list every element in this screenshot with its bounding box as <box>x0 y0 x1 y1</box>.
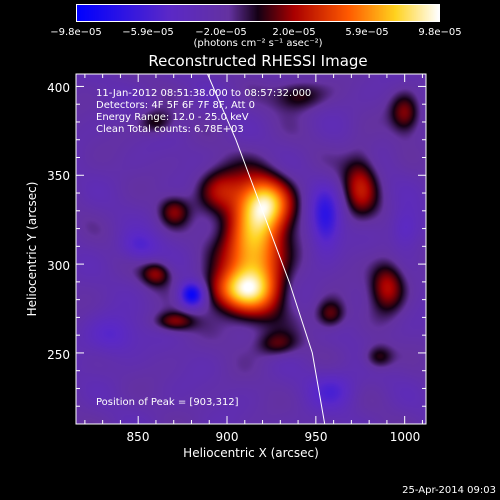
y-tick-label: 250 <box>47 348 70 362</box>
x-tick-label: 850 <box>126 430 150 444</box>
colorbar-tick: −9.8e−05 <box>50 27 102 38</box>
annotation-detectors: Detectors: 4F 5F 6F 7F 8F, Att 0 <box>96 100 256 111</box>
y-tick-label: 300 <box>47 259 70 273</box>
annotation-peak-position: Position of Peak = [903,312] <box>96 397 239 408</box>
colorbar-tick: −5.9e−05 <box>122 27 174 38</box>
colorbar <box>76 4 440 22</box>
colorbar-tick: 9.8e−05 <box>418 27 462 38</box>
colorbar-units: (photons cm⁻² s⁻¹ asec⁻²) <box>193 38 323 49</box>
y-axis-label: Heliocentric Y (arcsec) <box>25 181 39 317</box>
timestamp-footer: 25-Apr-2014 09:03 <box>402 485 496 496</box>
x-tick-label: 900 <box>215 430 239 444</box>
y-tick-label: 350 <box>47 169 70 183</box>
annotation-time-range: 11-Jan-2012 08:51:38.000 to 08:57:32.000 <box>96 88 312 99</box>
x-axis-label: Heliocentric X (arcsec) <box>183 446 319 460</box>
colorbar-tick: 5.9e−05 <box>345 27 389 38</box>
annotation-energy-range: Energy Range: 12.0 - 25.0 keV <box>96 112 249 123</box>
chart-title: Reconstructed RHESSI Image <box>148 52 368 70</box>
x-tick-label: 950 <box>304 430 328 444</box>
x-tick-label: 1000 <box>389 430 421 444</box>
y-tick-label: 400 <box>47 81 70 95</box>
colorbar-tick: −2.0e−05 <box>195 27 247 38</box>
colorbar-tick: 2.0e−05 <box>272 27 316 38</box>
annotation-clean-counts: Clean Total counts: 6.78E+03 <box>96 124 244 135</box>
